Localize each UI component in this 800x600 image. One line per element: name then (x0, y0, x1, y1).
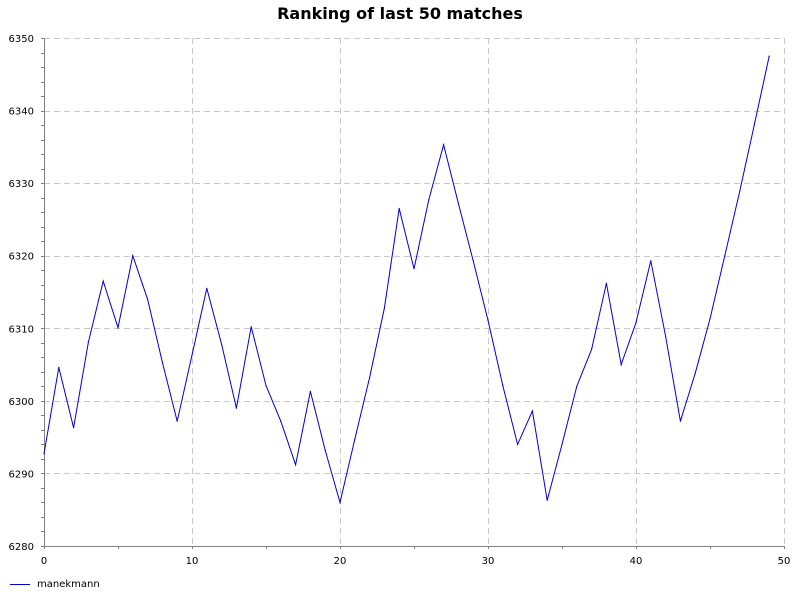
x-tick-label: 40 (630, 556, 643, 567)
data-point (605, 282, 608, 284)
data-point (147, 298, 149, 300)
data-point (620, 364, 622, 366)
series-layer (43, 55, 770, 505)
data-point (665, 335, 667, 337)
data-point (87, 341, 89, 343)
data-point (753, 123, 756, 125)
data-point (472, 260, 474, 262)
data-point (354, 438, 356, 440)
chart-title: Ranking of last 50 matches (277, 4, 523, 23)
data-point (768, 55, 770, 57)
data-point (250, 326, 252, 328)
data-point (324, 449, 326, 451)
data-point (561, 443, 563, 445)
data-point (531, 410, 534, 412)
axes: 0 10 20 30 40 50 6280 6290 6300 6310 6320 6330 6340 6… (9, 34, 791, 567)
data-point (502, 385, 504, 387)
series-line-0 (43, 55, 770, 505)
data-point (679, 420, 682, 422)
data-point (235, 407, 237, 409)
data-point (132, 255, 134, 257)
y-tick-label: 6280 (9, 542, 34, 553)
data-point (265, 385, 267, 387)
legend-label: manekmann (37, 578, 100, 590)
data-point (102, 280, 104, 282)
y-tick-label: 6290 (9, 469, 34, 480)
data-point (428, 199, 430, 201)
data-point (221, 343, 223, 345)
data-point (280, 420, 282, 422)
data-point (650, 260, 652, 262)
data-point (339, 501, 341, 504)
data-point (73, 427, 75, 429)
data-point (739, 191, 741, 193)
data-point (58, 366, 60, 369)
y-tick-label: 6330 (9, 179, 34, 190)
x-tick-label: 10 (186, 556, 199, 567)
data-point (591, 348, 593, 350)
data-point (383, 307, 385, 309)
x-tick-label: 30 (482, 556, 495, 567)
y-tick-label: 6300 (9, 397, 34, 408)
data-point (457, 202, 459, 205)
legend-swatch (10, 583, 30, 585)
grid (44, 38, 785, 547)
y-tick-label: 6320 (9, 252, 34, 263)
data-point (517, 443, 519, 445)
y-tick-label: 6310 (9, 324, 34, 335)
data-point (176, 420, 178, 422)
data-point (694, 372, 696, 374)
data-point (487, 319, 489, 321)
data-point (295, 464, 297, 466)
y-tick-label: 6340 (9, 107, 34, 118)
data-point (309, 390, 311, 392)
x-tick-label: 50 (778, 556, 791, 567)
legend: manekmann (10, 577, 100, 591)
data-point (576, 385, 578, 387)
data-point (443, 144, 445, 146)
data-point (546, 499, 548, 501)
x-tick-label: 20 (334, 556, 347, 567)
data-point (43, 453, 45, 455)
data-point (413, 268, 415, 270)
data-point (117, 327, 119, 329)
data-point (635, 321, 637, 324)
data-point (724, 255, 726, 257)
data-point (398, 207, 400, 210)
data-point (709, 318, 711, 320)
y-tick-label: 6350 (9, 34, 34, 45)
data-point (206, 287, 208, 289)
x-tick-label: 0 (41, 556, 47, 567)
data-point (161, 361, 163, 363)
data-point (369, 377, 371, 379)
data-point (191, 354, 193, 356)
